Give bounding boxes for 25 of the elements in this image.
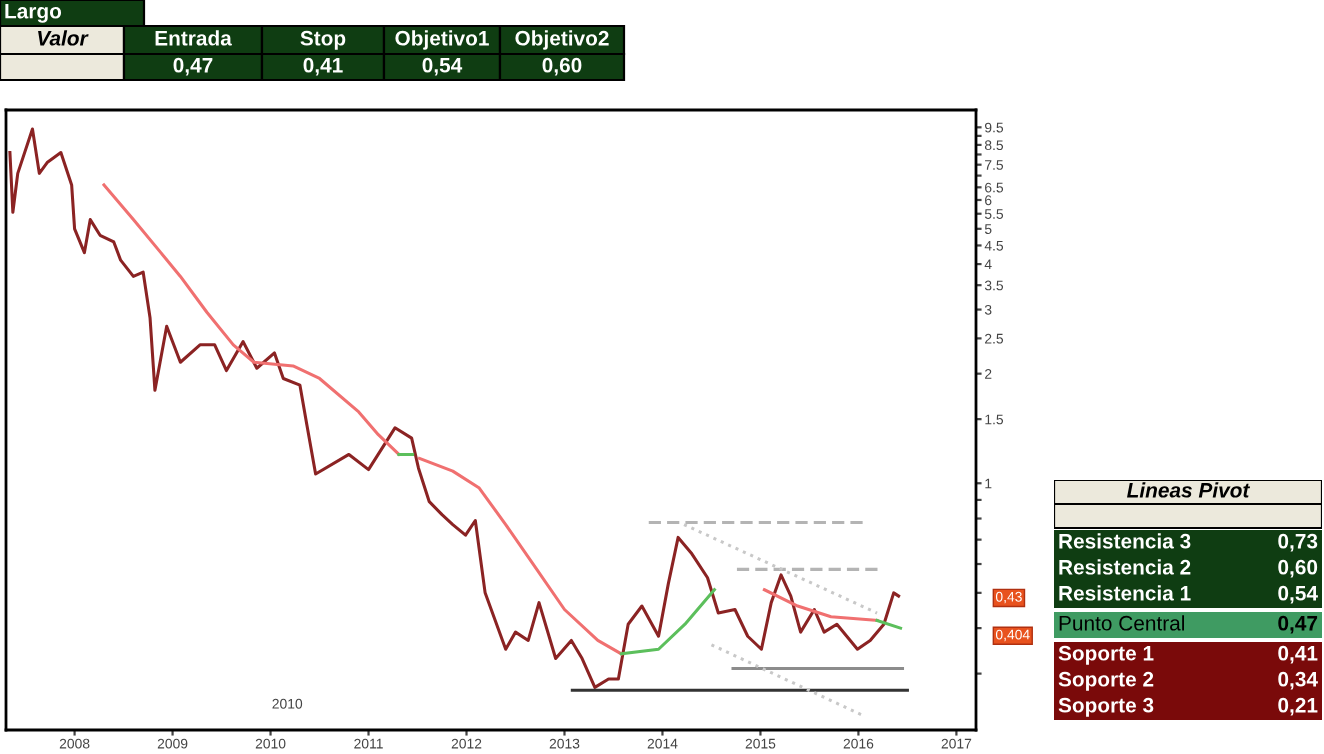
text: Soporte 2	[1058, 671, 1154, 691]
text: Objetivo1	[395, 30, 489, 50]
text: Objetivo2	[515, 30, 609, 50]
text: 0,73	[1278, 533, 1318, 552]
text: 0,41	[1278, 645, 1318, 664]
text: 0,54	[1278, 585, 1318, 604]
text: 0,60	[542, 57, 582, 76]
text: Lineas Pivot	[1127, 482, 1251, 498]
text: Soporte 3	[1058, 697, 1154, 717]
text: 0,41	[303, 57, 343, 76]
text: Resistencia 3	[1059, 533, 1191, 549]
text: 0,47	[173, 57, 213, 76]
text: Resistencia 1	[1059, 585, 1191, 601]
text: Resistencia 2	[1059, 559, 1191, 575]
text: Valor	[38, 30, 89, 46]
text: 0,34	[1278, 671, 1318, 690]
text: Stop	[300, 30, 346, 50]
text: 0,21	[1278, 697, 1318, 716]
text: Largo	[5, 3, 62, 23]
text: 0,47	[1278, 615, 1318, 634]
text: Entrada	[155, 30, 232, 46]
text: Punto Central	[1059, 615, 1184, 631]
text: 0,54	[422, 57, 463, 76]
text: Soporte 1	[1058, 645, 1154, 665]
text: 0,60	[1278, 559, 1318, 578]
